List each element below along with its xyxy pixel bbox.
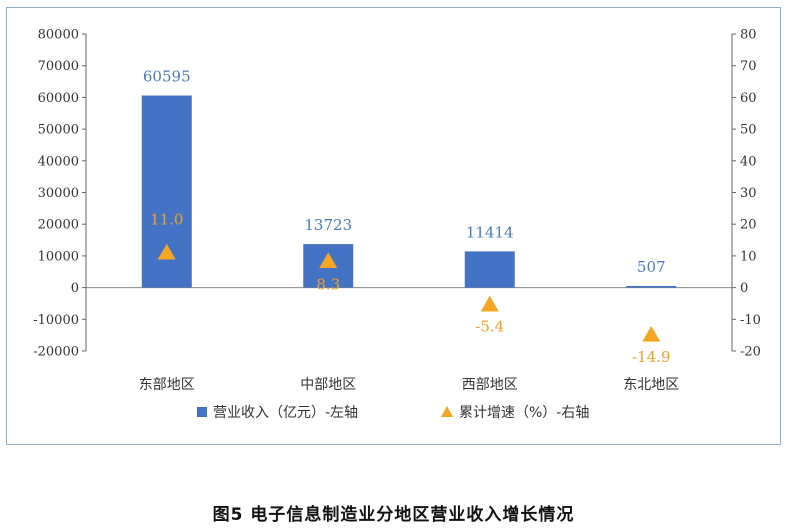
figure-caption: 图5 电子信息制造业分地区营业收入增长情况 <box>212 505 575 525</box>
legend-growth-label: 累计增速（%）-右轴 <box>459 405 589 421</box>
growth-point-label: -14.9 <box>632 348 670 366</box>
right-tick-label: 30 <box>740 186 757 201</box>
right-tick-label: 10 <box>740 249 757 264</box>
right-tick-label: 70 <box>740 59 757 74</box>
category-label: 东部地区 <box>139 377 195 393</box>
right-tick-label: 20 <box>740 218 757 233</box>
left-tick-label: -10000 <box>33 313 79 328</box>
left-tick-label: 70000 <box>38 59 79 74</box>
chart-svg: 80000 70000 60000 50000 40000 30000 20000 10000… <box>33 28 761 422</box>
right-tick-label: -10 <box>740 313 761 328</box>
left-tick-label: -20000 <box>33 345 79 360</box>
growth-point <box>319 252 338 269</box>
growth-point <box>157 243 176 260</box>
revenue-bar-label: 60595 <box>143 68 191 86</box>
growth-point-label: 8.3 <box>316 275 340 293</box>
revenue-bar-label: 11414 <box>466 223 514 241</box>
growth-point <box>642 325 661 342</box>
legend-growth-swatch <box>441 406 453 417</box>
chart-frame: 80000 70000 60000 50000 40000 30000 20000 10000… <box>6 7 781 445</box>
right-tick-label: 50 <box>740 123 757 138</box>
left-tick-label: 10000 <box>38 249 79 264</box>
category-label: 东北地区 <box>623 377 679 393</box>
right-tick-label: -20 <box>740 345 761 360</box>
revenue-bar <box>626 285 677 288</box>
growth-point-label: -5.4 <box>475 318 504 336</box>
right-tick-label: 80 <box>740 28 757 43</box>
left-tick-label: 0 <box>71 281 79 296</box>
right-tick-label: 40 <box>740 154 757 169</box>
left-tick-label: 50000 <box>38 123 79 138</box>
legend-revenue-label: 营业收入（亿元）-左轴 <box>213 405 358 421</box>
category-label: 西部地区 <box>462 377 518 393</box>
left-tick-label: 60000 <box>38 91 79 106</box>
left-tick-label: 20000 <box>38 218 79 233</box>
left-tick-label: 30000 <box>38 186 79 201</box>
growth-point <box>480 295 499 312</box>
revenue-bar-label: 13723 <box>304 216 352 234</box>
revenue-bar-label: 507 <box>637 258 666 276</box>
left-tick-label: 40000 <box>38 154 79 169</box>
category-label: 中部地区 <box>300 377 356 393</box>
growth-point-label: 11.0 <box>150 211 183 229</box>
left-tick-label: 80000 <box>38 28 79 43</box>
right-tick-label: 60 <box>740 91 757 106</box>
revenue-bar <box>464 251 515 288</box>
right-tick-label: 0 <box>740 281 748 296</box>
legend-revenue-swatch <box>197 407 207 417</box>
